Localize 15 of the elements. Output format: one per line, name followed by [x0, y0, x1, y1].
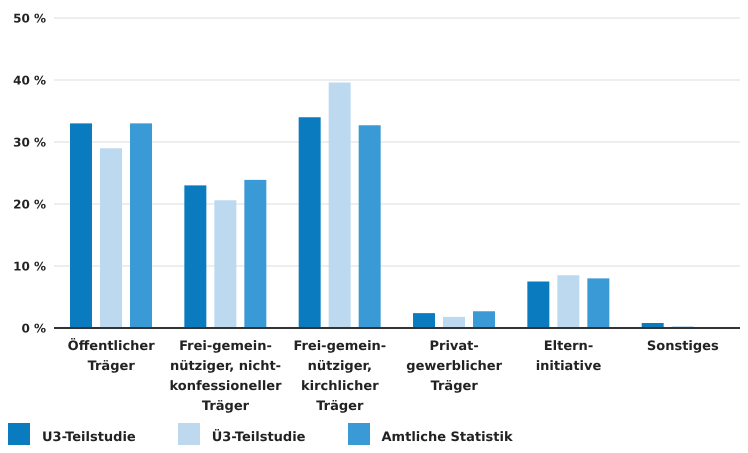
legend-label: U3-Teilstudie [42, 430, 136, 445]
x-tick-label: Frei-gemein- nütziger, kirchlicher Träger [293, 339, 386, 414]
y-tick-label: 40 % [13, 73, 46, 88]
x-tick-label: Sonstiges [646, 339, 719, 354]
y-tick-label: 10 % [13, 259, 46, 274]
y-tick-label: 50 % [13, 11, 46, 26]
y-tick-label: 0 % [21, 321, 46, 336]
x-tick-label: Frei-gemein- nütziger, nicht- konfessioneller Träger [169, 339, 282, 414]
y-tick-label: 30 % [13, 135, 46, 150]
legend-label: Amtliche Statistik [382, 430, 513, 445]
y-tick-label: 20 % [13, 197, 46, 212]
x-tick-label: Öffentlicher Träger [68, 337, 156, 374]
x-tick-label: Eltern- initiative [536, 339, 602, 374]
legend-label: Ü3-Teilstudie [212, 430, 306, 445]
x-tick-label: Privat- gewerblicher Träger [406, 339, 503, 394]
